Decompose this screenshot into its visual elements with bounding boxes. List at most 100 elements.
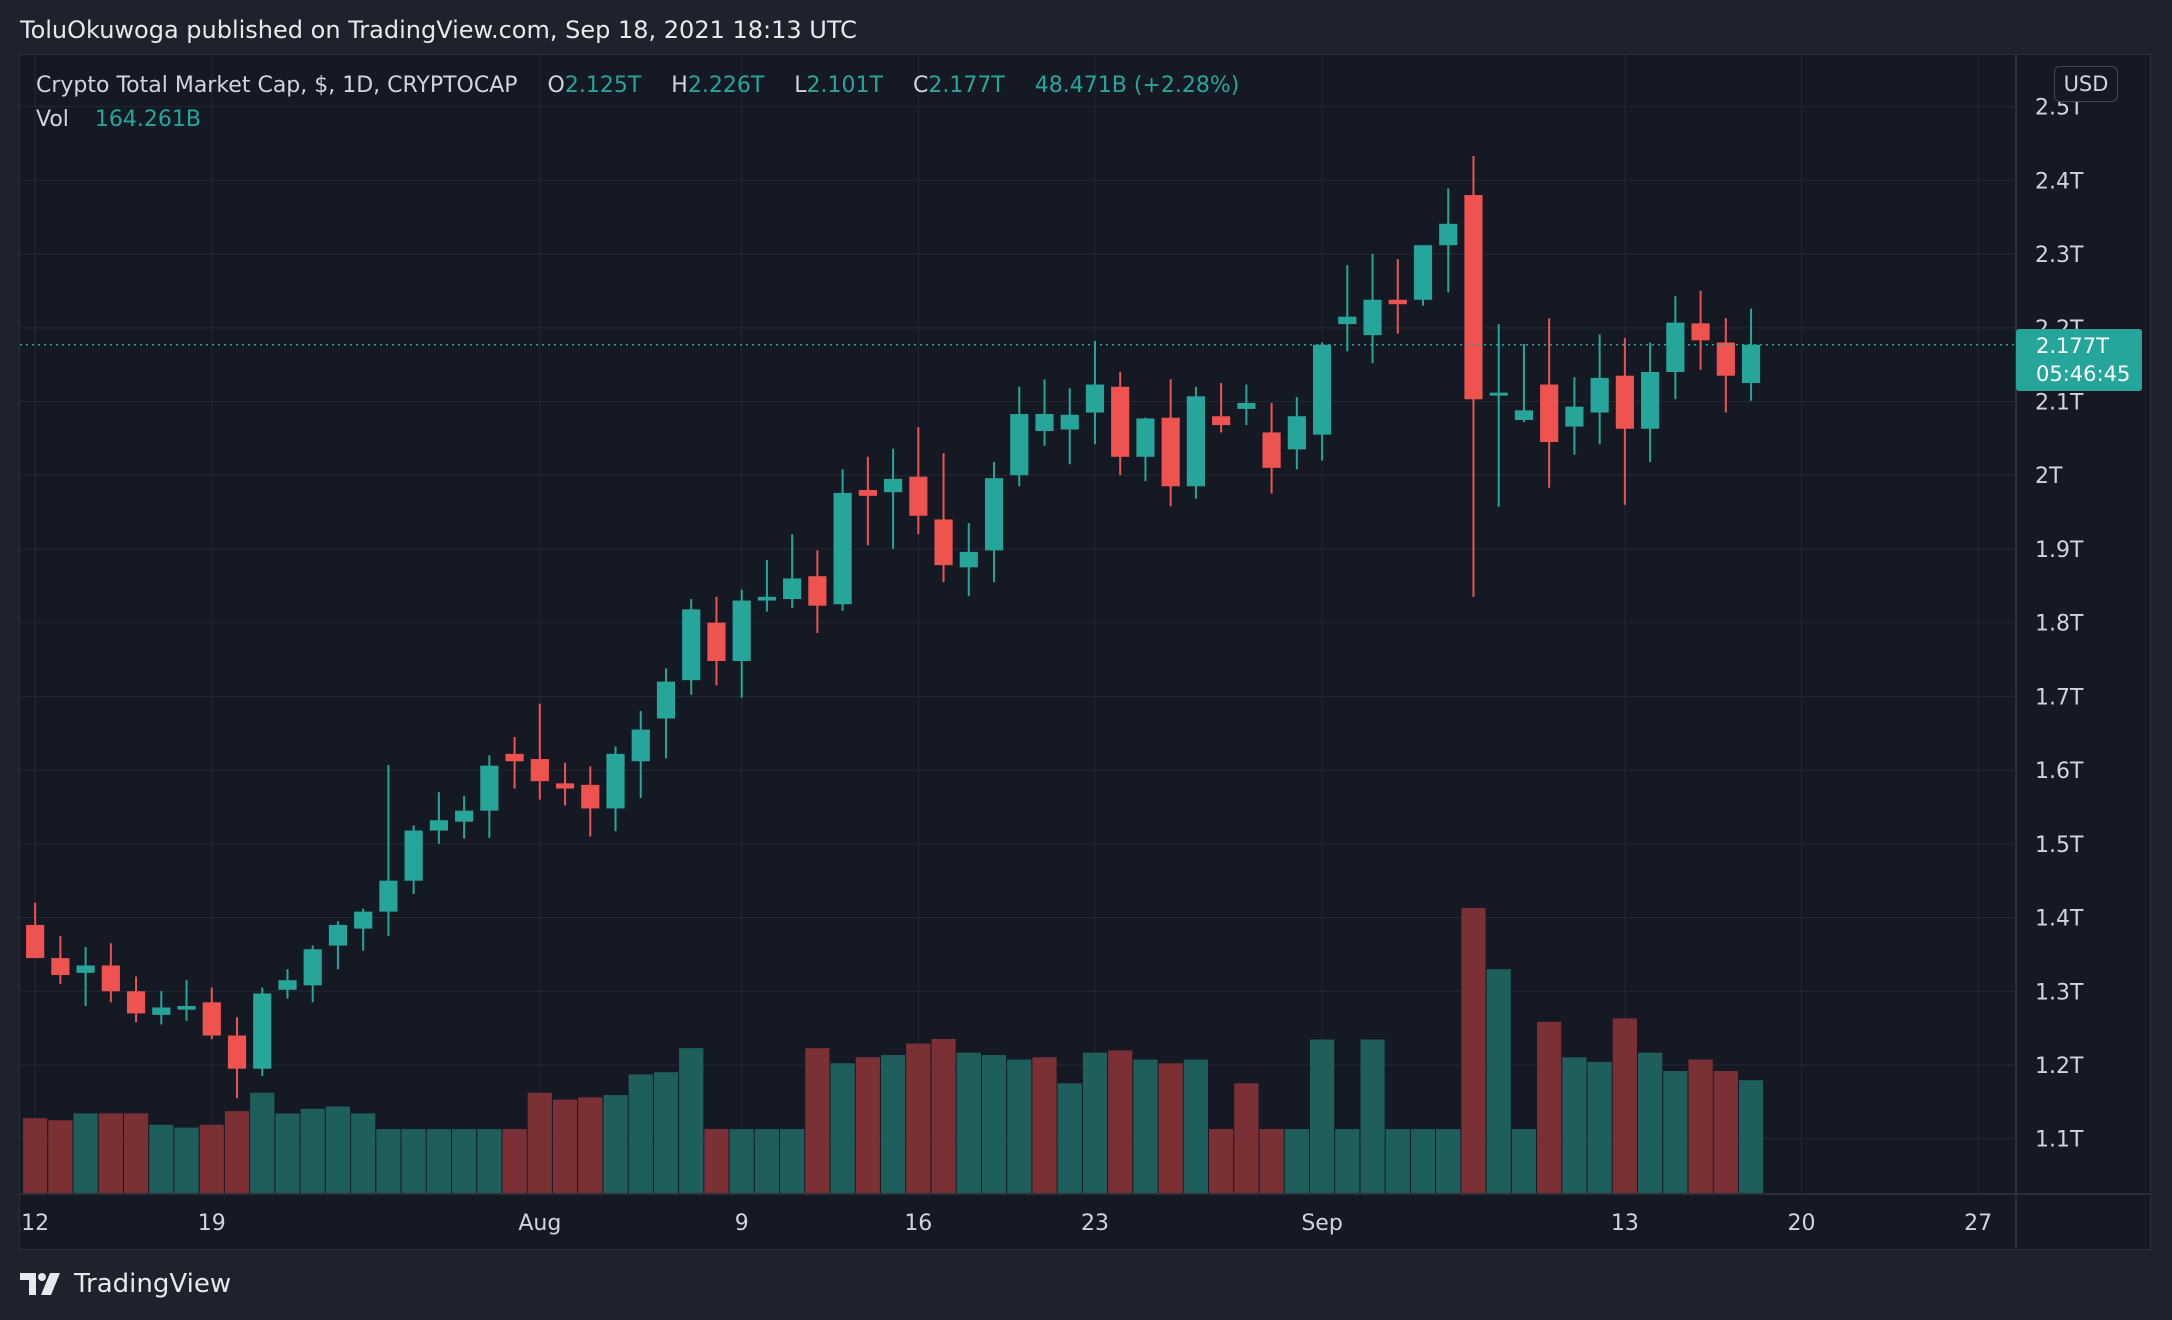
x-axis-ticks: 12 19 Aug 9 16 23 Sep 13 20 27 <box>21 1211 1992 1236</box>
candle-body <box>227 1035 247 1069</box>
publish-attribution: ToluOkuwoga published on TradingView.com… <box>20 16 857 44</box>
volume-bar <box>98 1113 123 1194</box>
candle <box>227 1017 247 1099</box>
volume-bar <box>1385 1129 1410 1194</box>
candle <box>177 980 196 1021</box>
volume-bar <box>1486 969 1511 1194</box>
candle <box>1716 318 1735 413</box>
candle <box>354 908 373 951</box>
candle-body <box>278 980 297 990</box>
volume-bar <box>376 1129 401 1194</box>
candle <box>884 448 903 549</box>
candle-body <box>959 551 978 568</box>
currency-button[interactable]: USD <box>2054 66 2118 102</box>
x-tick-label: 13 <box>1611 1211 1639 1236</box>
candle-body <box>1615 375 1634 429</box>
candle-body <box>555 783 575 789</box>
volume-bar <box>906 1043 931 1194</box>
x-tick-label: 12 <box>21 1211 49 1236</box>
candle <box>783 534 802 608</box>
candle <box>1565 377 1584 455</box>
volume-bar <box>552 1099 578 1194</box>
open-label: O <box>547 73 565 98</box>
candle-body <box>253 993 272 1069</box>
candle-body <box>1338 316 1357 325</box>
candle-body <box>455 810 474 822</box>
high-value: 2.226T <box>687 73 765 98</box>
candle <box>404 825 423 894</box>
candle-body <box>581 784 600 809</box>
volume-bar <box>1007 1059 1032 1194</box>
candle <box>1338 265 1357 352</box>
volume-bar <box>1183 1059 1209 1194</box>
y-tick-label: 1.6T <box>2035 759 2084 784</box>
candle-body <box>1363 299 1382 336</box>
candle <box>1540 318 1559 488</box>
low-label: L <box>794 73 807 98</box>
candle <box>328 921 348 970</box>
volume-bar <box>754 1129 780 1194</box>
volume-bar <box>1259 1129 1284 1194</box>
y-tick-label: 1.9T <box>2035 538 2084 563</box>
candle <box>909 427 928 535</box>
candle-body <box>177 1006 196 1010</box>
volume-bar <box>199 1124 224 1194</box>
candle <box>1161 379 1180 507</box>
candle <box>1287 397 1306 470</box>
volume-bar <box>1688 1059 1713 1194</box>
candle <box>253 987 272 1077</box>
candle <box>858 456 877 546</box>
candle-body <box>1464 195 1483 400</box>
candle <box>202 987 221 1040</box>
candle <box>1262 402 1281 494</box>
candle-body <box>1691 323 1710 341</box>
volume-bar <box>805 1048 830 1194</box>
high-label: H <box>671 73 688 98</box>
change-value: 48.471B (+2.28%) <box>1034 73 1240 98</box>
candle <box>126 976 146 1023</box>
volume-legend: Vol 164.261B <box>36 104 201 136</box>
close-label: C <box>912 73 929 98</box>
volume-bar <box>149 1124 174 1194</box>
candle <box>1439 188 1458 293</box>
candle-body <box>808 576 827 606</box>
volume-bar <box>250 1092 275 1194</box>
candle-body <box>1212 416 1231 426</box>
axes <box>20 55 2150 1248</box>
candle <box>429 792 448 844</box>
volume-bar <box>174 1127 199 1194</box>
y-tick-label: 1.5T <box>2035 833 2084 858</box>
y-tick-label: 1.1T <box>2035 1128 2084 1153</box>
volume-bar <box>1234 1083 1259 1194</box>
candle <box>707 596 726 686</box>
candle-body <box>126 991 146 1014</box>
volume-bar <box>628 1074 653 1194</box>
candle-body <box>404 830 423 881</box>
volume-bar <box>300 1108 325 1194</box>
candle <box>1388 259 1407 334</box>
candle-body <box>101 965 120 992</box>
candle-body <box>1237 402 1256 409</box>
candle-body <box>1287 416 1306 450</box>
volume-bar <box>1309 1039 1335 1194</box>
volume-bar <box>123 1113 149 1194</box>
candle <box>1489 324 1508 507</box>
candle-body <box>656 681 676 719</box>
volume-bar <box>931 1038 956 1194</box>
last-price-tag: 2.177T 05:46:45 <box>2016 328 2142 391</box>
volume-bar <box>1057 1083 1082 1194</box>
volume-bar <box>224 1111 250 1194</box>
x-tick-label: 20 <box>1788 1211 1816 1236</box>
footer-brand[interactable]: TradingView <box>20 1262 231 1306</box>
candle <box>303 945 322 1003</box>
volume-bar <box>830 1063 855 1194</box>
volume-bar <box>527 1092 552 1194</box>
candle <box>757 559 777 612</box>
candle-body <box>1388 299 1407 305</box>
volume-bar <box>1511 1129 1537 1194</box>
volume-bar <box>48 1120 73 1194</box>
chart-panel[interactable] <box>19 54 2151 1250</box>
volume-bar <box>1612 1018 1637 1194</box>
candle <box>152 991 171 1025</box>
